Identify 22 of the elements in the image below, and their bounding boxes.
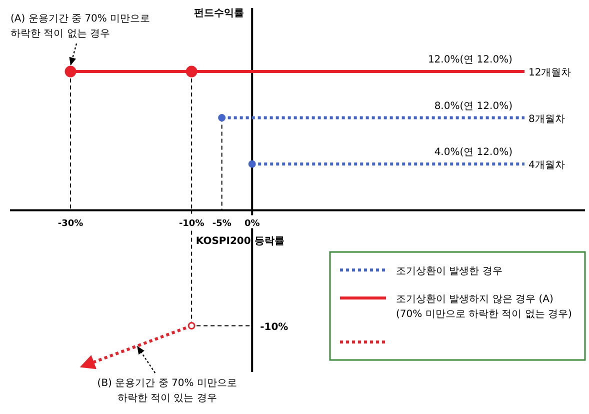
point [64,66,76,78]
legend-label: 조기상환이 발생한 경우 [396,266,502,277]
x-tick-label: -5% [212,219,232,230]
point [218,114,226,122]
annotation: 12개월차 [528,68,572,79]
x-tick-label: -30% [58,219,84,230]
annotation: 4개월차 [528,160,565,171]
ref-line-label: -10% [260,322,288,333]
x-axis-title: KOSPI200 등락률 [196,236,284,248]
point [186,66,198,78]
y-axis-title: 펀드수익률 [194,8,244,19]
point [188,322,196,330]
annotation: (A) 운용기간 중 70% 미만으로 하락한 적이 없는 경우 [10,14,150,40]
x-tick-label: -10% [178,219,204,230]
data-label: 4.0%(연 12.0%) [434,147,513,158]
x-tick-label: 0% [244,219,260,230]
data-label: 12.0%(연 12.0%) [428,54,513,66]
legend-label: 조기상환이 발생하지 않은 경우 (A) (70% 미만으로 하락한 적이 없는 경우) [396,294,572,320]
annotation: 8개월차 [528,114,565,125]
data-label: 8.0%(연 12.0%) [434,100,513,112]
annotation: (B) 운용기간 중 70% 미만으로 하락한 적이 있는 경우 [97,378,237,404]
point [248,160,256,168]
